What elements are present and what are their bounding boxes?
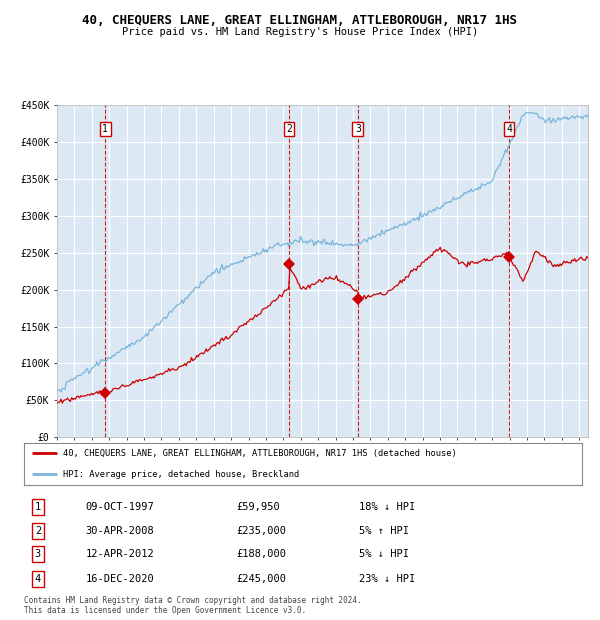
Text: 23% ↓ HPI: 23% ↓ HPI [359,574,415,584]
Text: 5% ↓ HPI: 5% ↓ HPI [359,549,409,559]
Text: 16-DEC-2020: 16-DEC-2020 [85,574,154,584]
Text: 1: 1 [35,502,41,512]
Text: 4: 4 [506,124,512,134]
Text: 40, CHEQUERS LANE, GREAT ELLINGHAM, ATTLEBOROUGH, NR17 1HS: 40, CHEQUERS LANE, GREAT ELLINGHAM, ATTL… [83,14,517,27]
Text: 3: 3 [35,549,41,559]
Text: 09-OCT-1997: 09-OCT-1997 [85,502,154,512]
Text: £59,950: £59,950 [236,502,280,512]
Text: 5% ↑ HPI: 5% ↑ HPI [359,526,409,536]
Text: Contains HM Land Registry data © Crown copyright and database right 2024.
This d: Contains HM Land Registry data © Crown c… [24,596,362,615]
Text: 2: 2 [286,124,292,134]
Text: 3: 3 [355,124,361,134]
Text: 30-APR-2008: 30-APR-2008 [85,526,154,536]
Text: £235,000: £235,000 [236,526,286,536]
Text: 40, CHEQUERS LANE, GREAT ELLINGHAM, ATTLEBOROUGH, NR17 1HS (detached house): 40, CHEQUERS LANE, GREAT ELLINGHAM, ATTL… [63,449,457,458]
Text: HPI: Average price, detached house, Breckland: HPI: Average price, detached house, Brec… [63,470,299,479]
Text: £245,000: £245,000 [236,574,286,584]
Text: 1: 1 [102,124,108,134]
Text: 12-APR-2012: 12-APR-2012 [85,549,154,559]
Text: Price paid vs. HM Land Registry's House Price Index (HPI): Price paid vs. HM Land Registry's House … [122,27,478,37]
Text: 4: 4 [35,574,41,584]
Text: 2: 2 [35,526,41,536]
Text: £188,000: £188,000 [236,549,286,559]
Text: 18% ↓ HPI: 18% ↓ HPI [359,502,415,512]
